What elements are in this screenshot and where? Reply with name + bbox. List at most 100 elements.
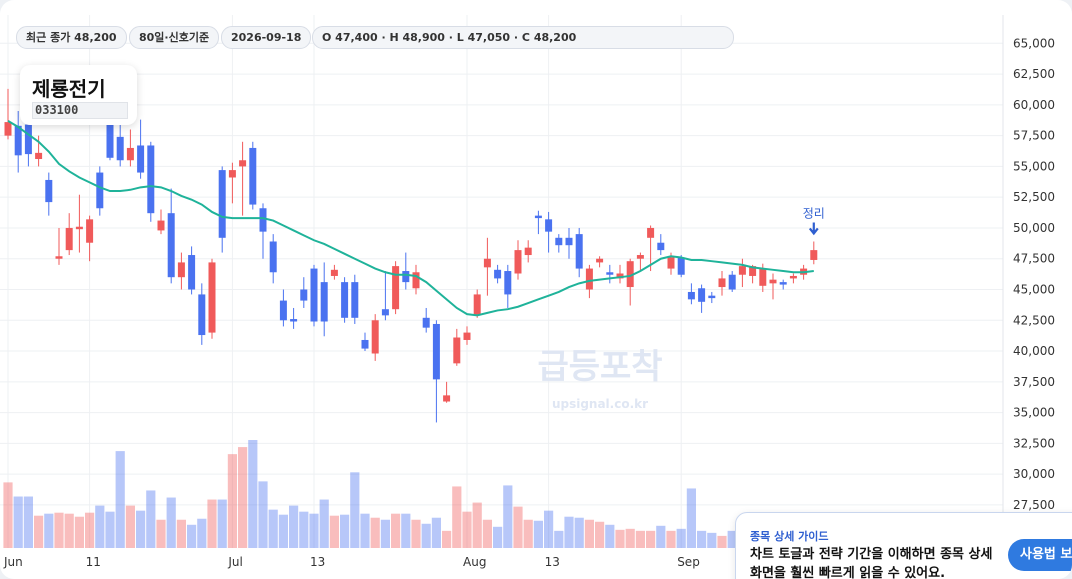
candle-body [647,227,655,238]
volume-bar [340,514,350,548]
candle-body [330,269,338,276]
chip-date: 2026-09-18 [221,26,312,49]
volume-bar [523,519,533,548]
volume-bar [125,505,135,548]
volume-bar [482,519,492,548]
volume-bar [238,447,248,548]
x-tick-label: Jul [227,555,242,569]
candle-body [708,295,716,299]
candle-body [779,282,787,285]
volume-bar [95,505,105,548]
candle-body [86,219,94,243]
volume-bar [462,511,472,548]
chip-ohlc: O 47,400 · H 48,900 · L 47,050 · C 48,20… [312,26,734,49]
guide-button[interactable]: 사용법 보기 [1008,539,1072,571]
y-tick-label: 45,000 [1013,283,1055,297]
volume-bar [3,482,13,548]
volume-bar [329,515,339,548]
volume-bar [666,530,676,548]
volume-bar [44,513,54,548]
candle-body [555,237,563,246]
candle-body [218,170,226,238]
candle-body [585,268,593,290]
candle-body [769,279,777,284]
volume-bar [176,519,186,548]
x-tick-label: Aug [463,555,486,569]
volume-bar [605,524,615,548]
volume-bar [319,499,329,548]
y-tick-label: 30,000 [1013,467,1055,481]
candle-body [412,272,420,289]
stock-code: 033100 [32,102,128,119]
volume-bar [635,530,645,548]
volume-bar [166,497,176,548]
volume-bar [544,510,554,548]
volume-bar [442,530,452,548]
candle-body [177,262,185,278]
candle-body [432,323,440,380]
volume-bar [23,496,33,548]
volume-bar [350,472,360,548]
volume-bar [717,535,727,548]
candle-body [738,266,746,275]
volume-bar [258,481,268,548]
candle-body [188,255,196,290]
volume-bar [493,526,503,548]
volume-bar [625,528,635,548]
candle-body [310,268,318,322]
candle-body [55,256,63,259]
volume-bar [278,514,288,548]
candle-body [657,242,665,251]
volume-bar [697,530,707,548]
y-tick-label: 37,500 [1013,375,1055,389]
volume-bar [268,509,278,548]
volume-bar [156,519,166,548]
candle-body [524,247,532,256]
candle-body [116,136,124,161]
volume-bar [187,524,197,548]
volume-bar [686,488,696,548]
candle-body [228,170,236,178]
y-tick-label: 42,500 [1013,313,1055,327]
candle-body [504,271,512,295]
candle-body [810,250,818,260]
ma-line [7,120,814,317]
watermark: 급등포착 [537,347,662,387]
candle-body [453,337,461,364]
stock-name: 제룡전기 [32,77,106,101]
candle-body [65,227,73,251]
candle-body [320,282,328,322]
candle-body [494,269,502,279]
candle-body [616,273,624,279]
volume-bar [656,525,666,548]
chip-period: 80일·신호기준 [129,26,220,49]
watermark-url: upsignal.co.kr [552,397,648,411]
candle-body [157,220,165,231]
candle-body [290,319,298,322]
volume-bar [595,521,605,548]
candle-body [463,332,471,340]
candle-body [269,241,277,273]
candle-body [749,266,757,276]
volume-bar [707,532,717,548]
guide-title: 종목 상세 가이드 [750,530,829,543]
candle-body [249,147,257,205]
volume-bar [34,515,44,548]
volume-bar [472,502,482,548]
candle-body [402,271,410,283]
y-tick-label: 35,000 [1013,406,1055,420]
guide-text: 차트 토글과 전략 기간을 이해하면 종목 상세 화면을 훨씬 빠르게 읽을 수… [750,547,993,579]
volume-bar [401,513,411,548]
volume-bar [574,517,584,548]
candle-body [473,294,481,316]
candle-body [606,272,614,275]
y-tick-label: 52,500 [1013,190,1055,204]
candle-body [75,226,83,230]
y-tick-label: 60,000 [1013,98,1055,112]
candle-body [14,125,22,156]
candle-body [545,219,553,232]
candle-body [371,320,379,354]
candle-body [137,145,145,173]
